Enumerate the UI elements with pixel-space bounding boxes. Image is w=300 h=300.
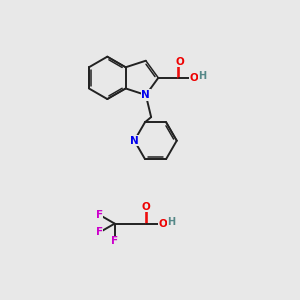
Text: F: F: [111, 236, 118, 246]
Text: H: H: [167, 217, 175, 227]
Text: N: N: [130, 136, 139, 146]
Text: O: O: [141, 202, 150, 212]
Text: O: O: [189, 73, 198, 83]
Text: F: F: [96, 227, 103, 237]
Text: O: O: [175, 57, 184, 67]
Text: N: N: [142, 90, 150, 100]
Text: H: H: [198, 71, 206, 81]
Text: F: F: [96, 210, 103, 220]
Text: O: O: [158, 219, 167, 229]
